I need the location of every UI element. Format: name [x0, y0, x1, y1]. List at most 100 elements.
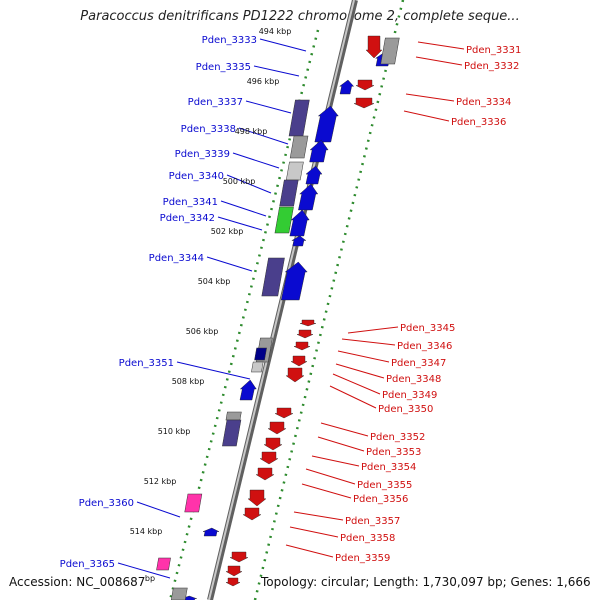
gene-arrow-3336 — [353, 97, 375, 109]
gene-block-3349 — [251, 361, 264, 373]
gene-arrow-3347 — [293, 341, 311, 351]
outer-dotted-track — [253, 0, 405, 600]
tick-label-3: 500 kbp — [223, 177, 256, 186]
position-ticks: 494 kbp 496 kbp 498 kbp 500 kbp 502 kbp 504 k… — [130, 27, 292, 583]
gene-arrow-3345 — [299, 319, 317, 327]
gene-block-3365 — [170, 587, 188, 600]
gene-arrow-3360 — [202, 527, 220, 537]
right-leader-12 — [311, 455, 360, 467]
tick-label-11: bp — [145, 574, 155, 583]
left-gene-label-5: Pden_3340 — [169, 171, 224, 182]
right-leader-6 — [337, 350, 390, 363]
gene-arrow-3353 — [267, 421, 287, 435]
left-leader-7 — [217, 216, 263, 231]
gene-block-3338 — [289, 135, 309, 159]
topology-text: Topology: circular; Length: 1,730,097 bp… — [261, 575, 591, 589]
gene-arrow-3359b — [225, 565, 243, 577]
gene-labels: Pden_3333 Pden_3335 Pden_3337 Pden_3338 Pden… — [60, 35, 522, 570]
gene-arrow-3358 — [242, 507, 262, 521]
right-leader-2 — [405, 93, 455, 102]
right-gene-label-2: Pden_3334 — [456, 97, 511, 108]
gene-arrow-3331 — [365, 35, 383, 59]
right-leader-3 — [403, 110, 450, 122]
right-gene-label-1: Pden_3332 — [464, 61, 519, 72]
right-gene-label-13: Pden_3355 — [357, 480, 412, 491]
right-leader-11 — [317, 436, 365, 452]
gene-block-3359 — [156, 557, 171, 571]
right-gene-label-12: Pden_3354 — [361, 462, 416, 473]
left-gene-label-7: Pden_3342 — [160, 213, 215, 224]
left-gene-label-1: Pden_3335 — [196, 62, 251, 73]
tick-label-6: 506 kbp — [186, 327, 219, 336]
left-gene-label-3: Pden_3338 — [181, 124, 236, 135]
right-leader-13 — [305, 468, 356, 485]
left-gene-label-9: Pden_3351 — [119, 358, 174, 369]
gene-arrow-3359 — [229, 551, 249, 563]
right-leader-8 — [332, 373, 381, 395]
gene-arrow-3356 — [255, 467, 275, 481]
gene-arrow-3359c — [225, 577, 241, 587]
left-gene-label-8: Pden_3344 — [149, 253, 204, 264]
left-gene-label-11: Pden_3365 — [60, 559, 115, 570]
gene-arrow-3352 — [274, 407, 294, 419]
right-leader-0 — [417, 41, 465, 50]
tick-label-1: 496 kbp — [247, 77, 280, 86]
accession-text: Accession: NC_008687 — [9, 575, 146, 589]
tick-label-2: 498 kbp — [235, 127, 268, 136]
right-leader-15 — [293, 511, 344, 521]
gene-arrow-3344 — [280, 261, 308, 301]
gene-block-3353b — [222, 419, 242, 447]
gene-arrow-3341 — [289, 209, 310, 237]
right-leader-4 — [347, 326, 399, 334]
left-leader-1 — [253, 65, 300, 77]
right-leader-5 — [341, 338, 396, 346]
gene-arrow-3346 — [296, 329, 314, 339]
map-title: Paracoccus denitrificans PD1222 chromoso… — [80, 9, 520, 24]
left-gene-label-2: Pden_3337 — [188, 97, 243, 108]
left-leader-5 — [226, 174, 272, 194]
tick-label-5: 504 kbp — [198, 277, 231, 286]
left-leader-4 — [232, 152, 280, 169]
gene-block-3341 — [274, 206, 294, 234]
gene-block-3356 — [184, 493, 203, 513]
gene-features — [156, 35, 400, 600]
left-leader-2 — [245, 100, 292, 114]
gene-arrow-3339 — [305, 165, 323, 185]
tick-label-8: 510 kbp — [158, 427, 191, 436]
left-leader-9 — [176, 361, 251, 380]
right-gene-label-4: Pden_3345 — [400, 323, 455, 334]
right-leader-9 — [329, 385, 377, 409]
left-leader-3 — [238, 127, 289, 145]
left-leader-6 — [220, 200, 267, 217]
gene-arrow-3348 — [290, 355, 308, 367]
gene-arrow-3337 — [314, 105, 339, 143]
right-gene-label-7: Pden_3348 — [386, 374, 441, 385]
gene-block-3339 — [285, 161, 304, 181]
tick-label-9: 512 kbp — [144, 477, 177, 486]
right-gene-label-15: Pden_3357 — [345, 516, 400, 527]
left-gene-label-10: Pden_3360 — [79, 498, 134, 509]
right-gene-label-9: Pden_3350 — [378, 404, 433, 415]
tick-label-0: 494 kbp — [259, 27, 292, 36]
tick-label-10: 514 kbp — [130, 527, 163, 536]
gene-arrow-3351 — [239, 379, 257, 401]
left-gene-label-4: Pden_3339 — [175, 149, 230, 160]
right-leader-7 — [335, 363, 385, 379]
gene-block-3348 — [254, 347, 267, 361]
right-leader-10 — [320, 422, 369, 437]
gene-block-3340 — [279, 179, 299, 207]
gene-arrow-3354 — [263, 437, 283, 451]
gene-arrow-3340 — [298, 183, 319, 211]
gene-arrow-3355 — [259, 451, 279, 465]
gene-arrow-3349 — [285, 367, 305, 383]
right-gene-label-6: Pden_3347 — [391, 358, 446, 369]
gene-block-3353 — [225, 411, 242, 421]
right-gene-label-5: Pden_3346 — [397, 341, 452, 352]
gene-arrow-3357 — [247, 489, 267, 507]
gene-arrow-3342 — [291, 235, 307, 247]
gene-arrow-3335 — [339, 79, 355, 95]
right-gene-label-16: Pden_3358 — [340, 533, 395, 544]
left-leader-10 — [136, 501, 181, 518]
right-leader-1 — [415, 56, 463, 66]
gene-arrow-3338 — [309, 139, 329, 163]
